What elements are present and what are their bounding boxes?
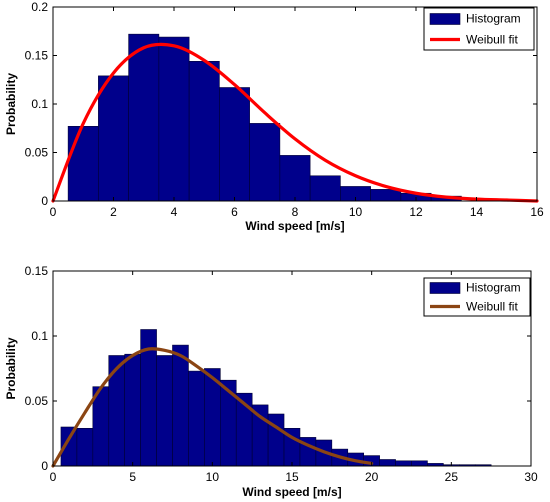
histogram-bar xyxy=(124,353,141,467)
histogram-bar xyxy=(98,75,129,202)
legend-label-weibull-fit: Weibull fit xyxy=(466,33,518,47)
histogram-bar xyxy=(156,355,173,467)
histogram-bar xyxy=(158,36,190,202)
x-axis-label: Wind speed [m/s] xyxy=(242,485,341,499)
histogram-bar xyxy=(220,379,237,467)
legend-box xyxy=(423,7,535,51)
x-tick-label: 0 xyxy=(50,470,57,484)
legend-label-weibull-fit: Weibull fit xyxy=(466,300,518,314)
x-tick-label: 4 xyxy=(171,205,178,219)
histogram-bar xyxy=(395,460,412,467)
y-tick-label: 0.15 xyxy=(25,264,49,278)
x-tick-label: 8 xyxy=(292,205,299,219)
y-axis-label: Probability xyxy=(4,337,18,399)
histogram-bar xyxy=(219,87,250,202)
y-tick-label: 0.2 xyxy=(31,0,48,14)
histogram-bar xyxy=(188,370,205,467)
weibull-fit-line xyxy=(51,347,374,468)
y-tick-label: 0.05 xyxy=(25,394,49,408)
legend-swatch-histogram xyxy=(429,282,461,294)
legend-swatch-histogram xyxy=(429,13,461,25)
y-tick-label: 0 xyxy=(41,194,48,208)
histogram-bar xyxy=(67,126,99,202)
y-axis-label: Probability xyxy=(4,73,18,135)
x-tick-label: 15 xyxy=(285,470,299,484)
y-tick-label: 0.15 xyxy=(25,49,49,63)
x-axis-label: Wind speed [m/s] xyxy=(245,219,344,233)
x-tick-label: 2 xyxy=(110,205,117,219)
histogram-bar xyxy=(279,155,311,202)
x-tick-label: 12 xyxy=(409,205,423,219)
histogram-bar xyxy=(108,355,126,467)
y-tick-label: 0.05 xyxy=(25,146,49,160)
histogram-bar xyxy=(76,427,94,467)
y-tick-label: 0.1 xyxy=(31,329,48,343)
bottom-chart: 0 5 10 15 20 25 30 0 0.05 0.1 0.15 Wind speed [m/s]… xyxy=(4,264,538,499)
histogram-bar xyxy=(411,460,428,467)
x-tick-label: 16 xyxy=(530,205,544,219)
x-tick-label: 14 xyxy=(470,205,484,219)
legend-label-histogram: Histogram xyxy=(466,12,521,26)
x-tick-label: 10 xyxy=(349,205,363,219)
x-tick-label: 30 xyxy=(524,470,538,484)
x-tick-label: 6 xyxy=(231,205,238,219)
x-tick-label: 0 xyxy=(50,205,57,219)
top-chart: 0 2 4 6 8 10 12 14 16 0 0.05 0.1 0.15 0.2 Wind speed [… xyxy=(4,0,544,233)
histogram-bar xyxy=(379,459,396,467)
y-tick-label: 0 xyxy=(41,459,48,473)
x-tick-label: 5 xyxy=(129,470,136,484)
legend: Histogram Weibull fit xyxy=(423,7,535,51)
legend: Histogram Weibull fit xyxy=(423,277,531,317)
x-tick-label: 25 xyxy=(445,470,459,484)
weibull-fit-line xyxy=(51,42,539,203)
histogram-bar xyxy=(249,123,281,202)
x-tick-label: 10 xyxy=(206,470,220,484)
legend-label-histogram: Histogram xyxy=(466,281,521,295)
histogram-bar xyxy=(188,61,220,202)
histogram-bars xyxy=(60,329,492,467)
histogram-bar xyxy=(128,33,160,202)
y-tick-label: 0.1 xyxy=(31,97,48,111)
histogram-bar xyxy=(370,189,402,202)
x-tick-label: 20 xyxy=(365,470,379,484)
histogram-bar xyxy=(309,175,341,202)
histogram-bar xyxy=(172,344,189,467)
